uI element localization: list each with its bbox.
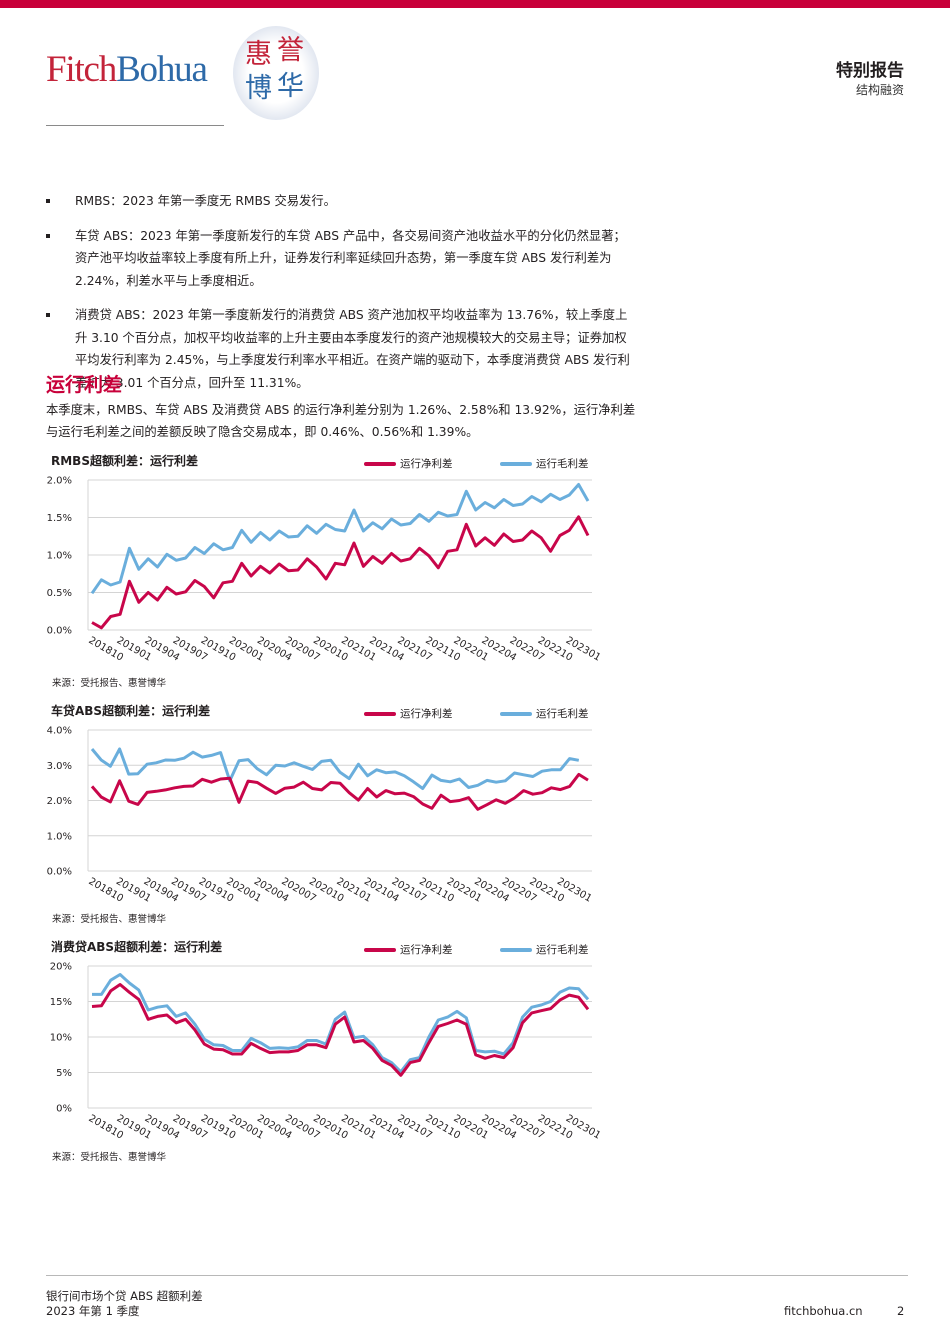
logo-wordmark: FitchBohua <box>46 49 208 90</box>
y-tick-label: 1.5% <box>47 513 72 524</box>
y-tick-label: 0.0% <box>47 867 72 878</box>
seal-char: 华 <box>277 71 304 102</box>
legend-label: 运行净利差 <box>400 458 453 470</box>
footer-website-link[interactable]: fitchbohua.cn <box>784 1304 863 1318</box>
legend-gross-spread: 运行毛利差 <box>500 942 589 957</box>
chart-title: RMBS超额利差：运行利差 <box>51 454 198 468</box>
y-tick-label: 20% <box>50 962 72 973</box>
legend-swatch <box>500 461 532 466</box>
series-line <box>91 983 590 1077</box>
legend-net-spread: 运行净利差 <box>364 942 453 957</box>
legend-net-spread: 运行净利差 <box>364 456 453 471</box>
seal-char: 博 <box>245 73 272 104</box>
header-divider <box>46 125 224 126</box>
legend-swatch <box>500 947 532 952</box>
series-line <box>90 747 580 790</box>
y-tick-label: 15% <box>50 997 72 1008</box>
chart-plot-area: 0.0%1.0%2.0%3.0%4.0%20181020190120190420… <box>47 726 594 905</box>
bullet-item-consumer-abs: 消费贷 ABS：2023 年第一季度新发行的消费贷 ABS 资产池加权平均收益率… <box>46 304 636 394</box>
series-line <box>91 515 590 630</box>
y-tick-label: 1.0% <box>47 551 72 562</box>
legend-label: 运行毛利差 <box>536 944 589 956</box>
bullet-text: 车贷 ABS：2023 年第一季度新发行的车贷 ABS 产品中，各交易间资产池收… <box>75 228 626 288</box>
bullet-square-icon <box>46 233 50 238</box>
rmbs-spread-chart: RMBS超额利差：运行利差 运行净利差 运行毛利差 0.0% 0.5% 1.0% 1.… <box>46 452 626 692</box>
legend-gross-spread: 运行毛利差 <box>500 706 589 721</box>
bullet-text: RMBS：2023 年第一季度无 RMBS 交易发行。 <box>75 194 336 208</box>
report-type: 特别报告 <box>836 61 904 81</box>
top-brand-bar <box>0 0 950 8</box>
logo-seal-icon: 惠 誉 博 华 <box>233 26 319 120</box>
legend-swatch <box>364 461 396 466</box>
chart-source: 来源：受托报告、惠誉博华 <box>52 678 167 689</box>
legend-swatch <box>500 711 532 716</box>
chart-source: 来源：受托报告、惠誉博华 <box>52 914 167 925</box>
chart-title: 消费贷ABS超额利差：运行利差 <box>51 940 223 954</box>
y-tick-label: 1.0% <box>47 831 72 842</box>
y-tick-label: 0.5% <box>47 588 72 599</box>
section-heading: 运行利差 <box>46 374 123 396</box>
y-tick-label: 5% <box>56 1068 72 1079</box>
chart-source: 来源：受托报告、惠誉博华 <box>52 1152 167 1163</box>
seal-char: 惠 <box>245 39 272 70</box>
legend-label: 运行净利差 <box>400 708 453 720</box>
page-number: 2 <box>897 1304 905 1318</box>
legend-swatch <box>364 947 396 952</box>
bullet-square-icon <box>46 199 50 203</box>
report-category: 结构融资 <box>855 83 904 97</box>
chart-plot-area: 0%5%10%15%20%201810201901201904201907201… <box>50 962 603 1142</box>
y-tick-label: 0.0% <box>47 626 72 637</box>
footer-divider <box>46 1275 908 1276</box>
logo-bohua-text: Bohua <box>116 49 208 90</box>
footer-period: 2023 年第 1 季度 <box>46 1304 140 1318</box>
summary-bullet-list: RMBS：2023 年第一季度无 RMBS 交易发行。 车贷 ABS：2023 … <box>46 190 636 406</box>
logo-fitch-text: Fitch <box>46 49 117 90</box>
legend-label: 运行净利差 <box>400 944 453 956</box>
chart-plot-area: 0.0%0.5%1.0%1.5%2.0%20181020190120190420… <box>47 476 603 664</box>
bullet-item-rmbs: RMBS：2023 年第一季度无 RMBS 交易发行。 <box>46 190 636 213</box>
legend-label: 运行毛利差 <box>536 458 589 470</box>
legend-swatch <box>364 711 396 716</box>
bullet-item-auto-abs: 车贷 ABS：2023 年第一季度新发行的车贷 ABS 产品中，各交易间资产池收… <box>46 225 636 293</box>
y-tick-label: 2.0% <box>47 796 72 807</box>
y-tick-label: 4.0% <box>47 726 72 737</box>
y-tick-label: 0% <box>56 1104 72 1115</box>
series-line <box>92 973 590 1074</box>
bullet-square-icon <box>46 313 50 317</box>
legend-net-spread: 运行净利差 <box>364 706 453 721</box>
y-tick-label: 10% <box>50 1033 72 1044</box>
footer-doc-title: 银行间市场个贷 ABS 超额利差 <box>46 1289 203 1303</box>
series-line <box>90 483 590 595</box>
legend-label: 运行毛利差 <box>536 708 589 720</box>
fitchbohua-logo: FitchBohua 惠 誉 博 华 <box>46 24 336 120</box>
seal-char: 誉 <box>277 35 304 66</box>
auto-abs-spread-chart: 车贷ABS超额利差：运行利差 运行净利差 运行毛利差 0.0% 1.0% 2.0% 3… <box>46 702 626 927</box>
footer-doc-info: 银行间市场个贷 ABS 超额利差 2023 年第 1 季度 <box>46 1289 203 1319</box>
legend-gross-spread: 运行毛利差 <box>500 456 589 471</box>
y-tick-label: 3.0% <box>47 761 72 772</box>
chart-title: 车贷ABS超额利差：运行利差 <box>51 704 211 718</box>
section-paragraph: 本季度末，RMBS、车贷 ABS 及消费贷 ABS 的运行净利差分别为 1.26… <box>46 403 636 439</box>
consumer-abs-spread-chart: 消费贷ABS超额利差：运行利差 运行净利差 运行毛利差 0% 5% 10% 15% 20… <box>46 938 626 1163</box>
y-tick-label: 2.0% <box>47 476 72 487</box>
series-line <box>90 772 589 811</box>
bullet-text: 消费贷 ABS：2023 年第一季度新发行的消费贷 ABS 资产池加权平均收益率… <box>75 308 630 390</box>
